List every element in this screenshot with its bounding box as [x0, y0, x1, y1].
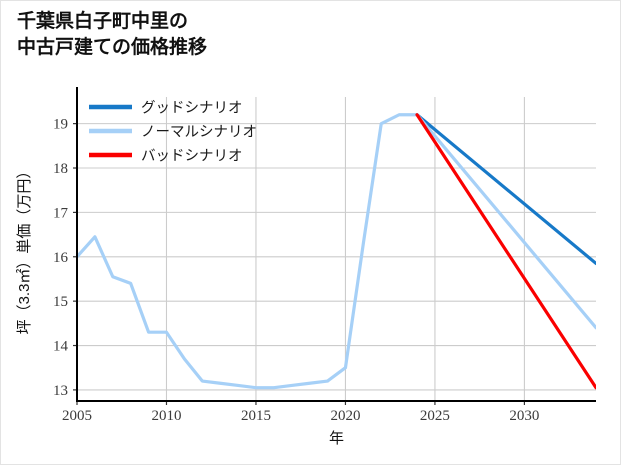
x-tick-label: 2010: [151, 408, 181, 424]
x-tick-label: 2020: [330, 408, 360, 424]
x-axis-title: 年: [329, 430, 344, 447]
legend-label-2: バッドシナリオ: [141, 149, 243, 165]
y-tick-label: 19: [53, 117, 68, 133]
chart-title: 千葉県白子町中里の 中古戸建ての価格推移: [17, 11, 208, 59]
y-tick-label: 13: [53, 383, 68, 399]
series-line-good: [415, 113, 596, 266]
y-tick-label: 18: [53, 161, 68, 177]
series-lines: [77, 113, 596, 390]
x-tick-label: 2005: [62, 408, 92, 424]
y-axis-title: 坪（3.3㎡）単価（万円）: [16, 164, 33, 335]
axis-spines: [76, 87, 596, 402]
legend-label-1: ノーマルシナリオ: [141, 125, 257, 141]
y-tick-label: 14: [53, 339, 69, 355]
y-tick-label: 16: [53, 250, 69, 266]
x-tick-label: 2025: [420, 408, 450, 424]
legend-label-0: グッドシナリオ: [141, 100, 243, 117]
x-tick-labels: 2005 2010 2015 2020 2025 2030: [62, 408, 539, 424]
y-tick-labels: 13 14 15 16 17 18 19: [53, 117, 69, 399]
x-tick-label: 2015: [241, 408, 271, 424]
series-line-bad: [415, 113, 596, 390]
y-tick-label: 15: [53, 294, 68, 310]
gridlines: [76, 97, 596, 401]
x-tick-label: 2030: [509, 408, 539, 424]
y-tick-label: 17: [53, 205, 69, 221]
series-line-normal: [77, 113, 596, 390]
